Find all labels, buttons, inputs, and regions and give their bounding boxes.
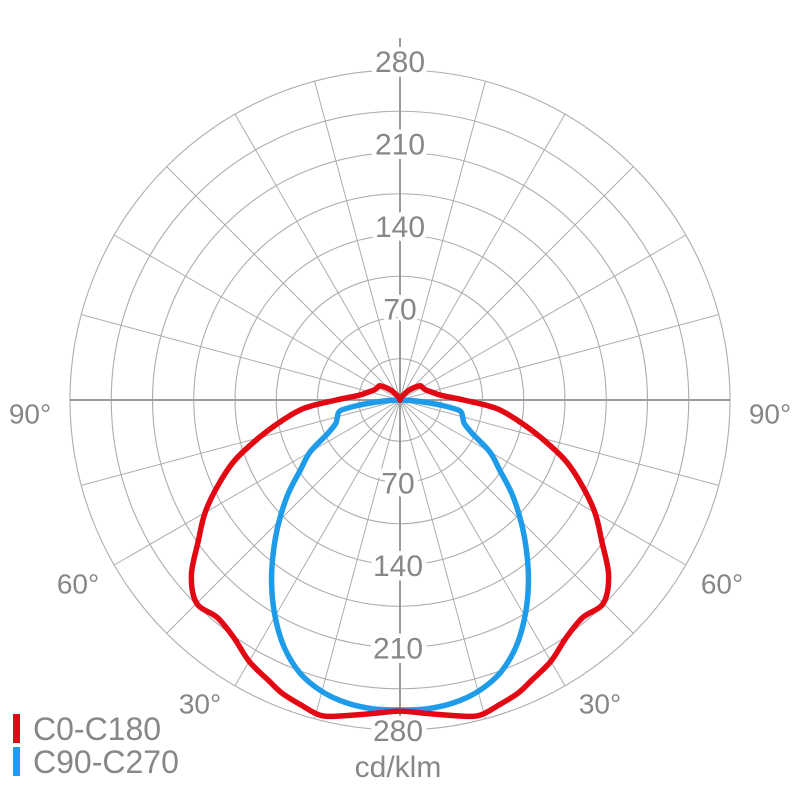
radial-tick-upper-140: 140 <box>375 211 425 244</box>
legend: C0-C180 C90-C270 <box>13 712 179 778</box>
angle-label-30-right: 30° <box>579 688 621 719</box>
legend-swatch-c90-c270 <box>13 747 20 776</box>
angle-label-30-left: 30° <box>179 688 221 719</box>
legend-swatch-c0-c180 <box>13 714 20 743</box>
angle-label-60-left: 60° <box>57 568 99 599</box>
radial-tick-lower-280: 280 <box>373 715 423 748</box>
radial-tick-lower-70: 70 <box>381 467 414 500</box>
legend-label-c90-c270: C90-C270 <box>33 743 179 780</box>
radial-tick-upper-280: 280 <box>375 46 425 79</box>
radial-tick-upper-210: 210 <box>375 128 425 161</box>
unit-label: cd/klm <box>355 751 442 784</box>
legend-item-c0-c180: C0-C180 <box>13 712 179 745</box>
radial-tick-lower-140: 140 <box>373 550 423 583</box>
radial-tick-lower-210: 210 <box>373 632 423 665</box>
radial-tick-upper-70: 70 <box>383 293 416 326</box>
angle-label-90-right: 90° <box>749 398 791 429</box>
angle-label-90-left: 90° <box>9 398 51 429</box>
angle-label-60-right: 60° <box>701 568 743 599</box>
curve-c0-c180 <box>188 383 612 720</box>
legend-item-c90-c270: C90-C270 <box>13 745 179 778</box>
legend-label-c0-c180: C0-C180 <box>33 710 162 747</box>
